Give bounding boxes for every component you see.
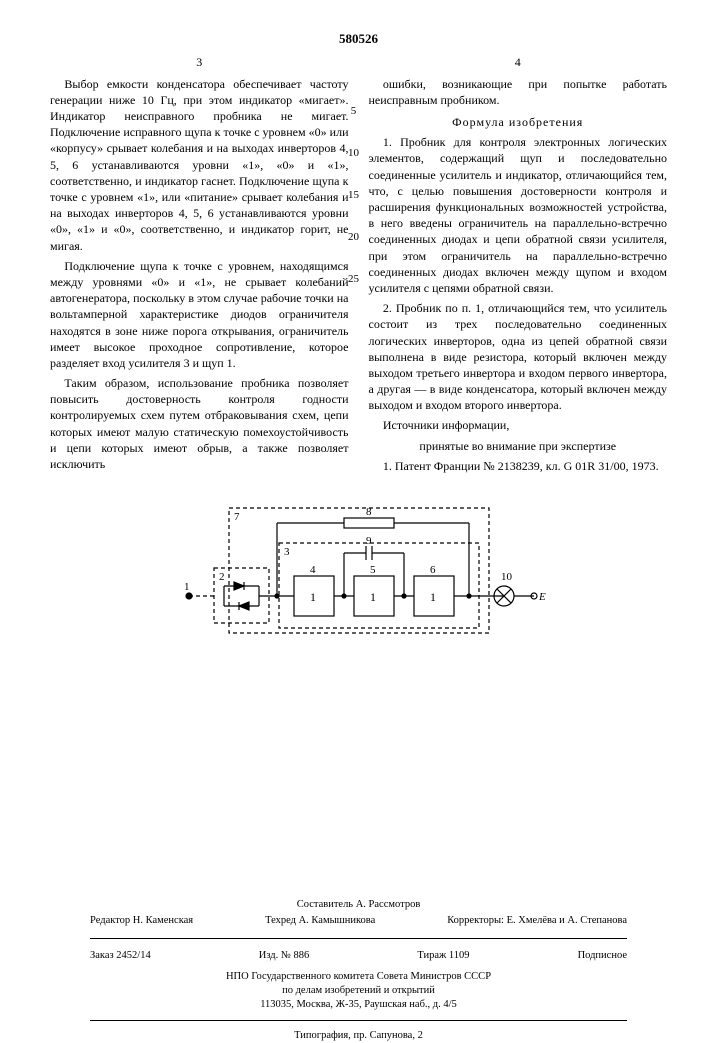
col-num-left: 3 (50, 54, 349, 70)
subscription: Подписное (578, 949, 627, 963)
sources-sub: принятые во внимание при экспертизе (369, 438, 668, 454)
inv-2: 1 (370, 590, 376, 604)
left-column: 3 Выбор емкости конденсатора обеспечивае… (50, 54, 349, 479)
patent-number: 580526 (50, 30, 667, 48)
marker-10: 10 (344, 148, 364, 159)
formula-title: Формула изобретения (369, 114, 668, 130)
label-8: 8 (366, 506, 372, 518)
order: Заказ 2452/14 (90, 949, 151, 963)
para-1: Выбор емкости конденсатора обеспечивает … (50, 76, 349, 254)
label-7: 7 (234, 511, 240, 523)
org1: НПО Государственного комитета Совета Мин… (90, 970, 627, 984)
techred: Техред А. Камышникова (265, 914, 375, 928)
claim-1: 1. Пробник для контроля электронных логи… (369, 134, 668, 296)
label-9: 9 (366, 535, 372, 547)
marker-15: 15 (344, 190, 364, 201)
printer: Типография, пр. Сапунова, 2 (50, 1029, 667, 1043)
izd: Изд. № 886 (259, 949, 310, 963)
para-2: Подключение щупа к точке с уровнем, нахо… (50, 258, 349, 371)
claim-2: 2. Пробник по п. 1, отличающийся тем, чт… (369, 300, 668, 413)
label-6: 6 (430, 564, 436, 576)
marker-5: 5 (344, 106, 364, 117)
label-e: E (538, 591, 546, 603)
compiler: Составитель А. Рассмотров (50, 898, 667, 912)
label-1: 1 (184, 581, 190, 593)
para-3: Таким образом, использование пробника по… (50, 375, 349, 472)
editor: Редактор Н. Каменская (90, 914, 193, 928)
label-4: 4 (310, 564, 316, 576)
inv-3: 1 (430, 590, 436, 604)
sources-title: Источники информации, (369, 417, 668, 433)
label-3: 3 (284, 546, 290, 558)
address: 113035, Москва, Ж-35, Раушская наб., д. … (90, 998, 627, 1012)
inv-1: 1 (310, 590, 316, 604)
marker-25: 25 (344, 274, 364, 285)
label-5: 5 (370, 564, 376, 576)
tirazh: Тираж 1109 (417, 949, 469, 963)
footer: Составитель А. Рассмотров Редактор Н. Ка… (50, 898, 667, 1043)
marker-20: 20 (344, 232, 364, 243)
org2: по делам изобретений и открытий (90, 984, 627, 998)
correctors: Корректоры: Е. Хмелёва и А. Степанова (447, 914, 627, 928)
sources-item: 1. Патент Франции № 2138239, кл. G 01R 3… (369, 458, 668, 474)
right-column: 4 ошибки, возникающие при попытке работа… (369, 54, 668, 479)
label-10: 10 (501, 571, 513, 583)
circuit-diagram: 7 3 2 1 (169, 498, 549, 678)
col-num-right: 4 (369, 54, 668, 70)
label-2: 2 (219, 571, 225, 583)
intro-right: ошибки, возникающие при попытке работать… (369, 76, 668, 108)
